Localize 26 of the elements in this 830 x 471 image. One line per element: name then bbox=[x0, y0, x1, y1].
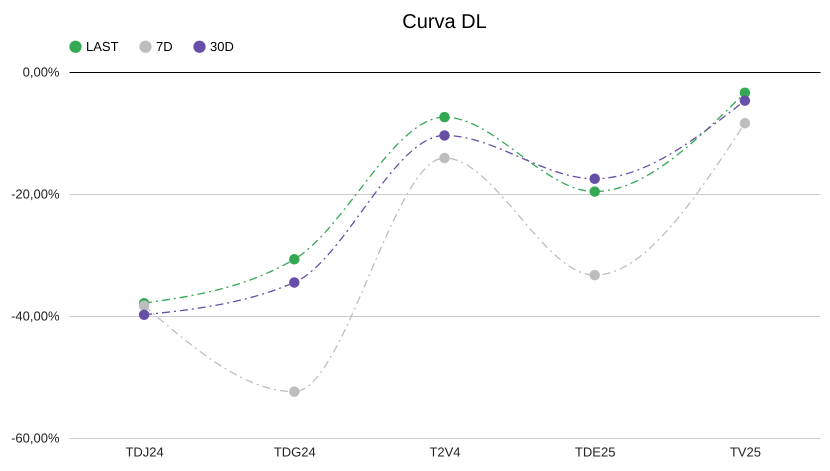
x-tick-label: TDG24 bbox=[274, 444, 316, 460]
y-tick-label: 0,00% bbox=[22, 64, 60, 80]
legend-label: 30D bbox=[210, 38, 234, 54]
x-tick-label: TDJ24 bbox=[125, 444, 164, 460]
chart-title: Curva DL bbox=[402, 11, 487, 33]
point bbox=[589, 174, 600, 184]
x-tick-label: TDE25 bbox=[574, 444, 616, 460]
point bbox=[138, 300, 150, 311]
legend-label: LAST bbox=[86, 38, 119, 54]
point bbox=[740, 118, 750, 128]
point bbox=[740, 95, 750, 106]
point bbox=[138, 310, 150, 320]
point bbox=[589, 186, 600, 197]
point bbox=[289, 254, 300, 265]
legend-label: 7D bbox=[156, 38, 173, 54]
x-tick-label: T2V4 bbox=[429, 444, 461, 460]
x-tick-label: TV25 bbox=[730, 444, 761, 460]
point bbox=[289, 386, 300, 397]
y-tick-label: -40,00% bbox=[11, 308, 60, 324]
point bbox=[289, 277, 300, 288]
point bbox=[439, 130, 450, 141]
y-tick-label: -60,00% bbox=[11, 430, 60, 446]
point bbox=[589, 270, 600, 280]
point bbox=[439, 152, 450, 164]
point bbox=[439, 112, 450, 122]
y-tick-label: -20,00% bbox=[11, 186, 60, 202]
